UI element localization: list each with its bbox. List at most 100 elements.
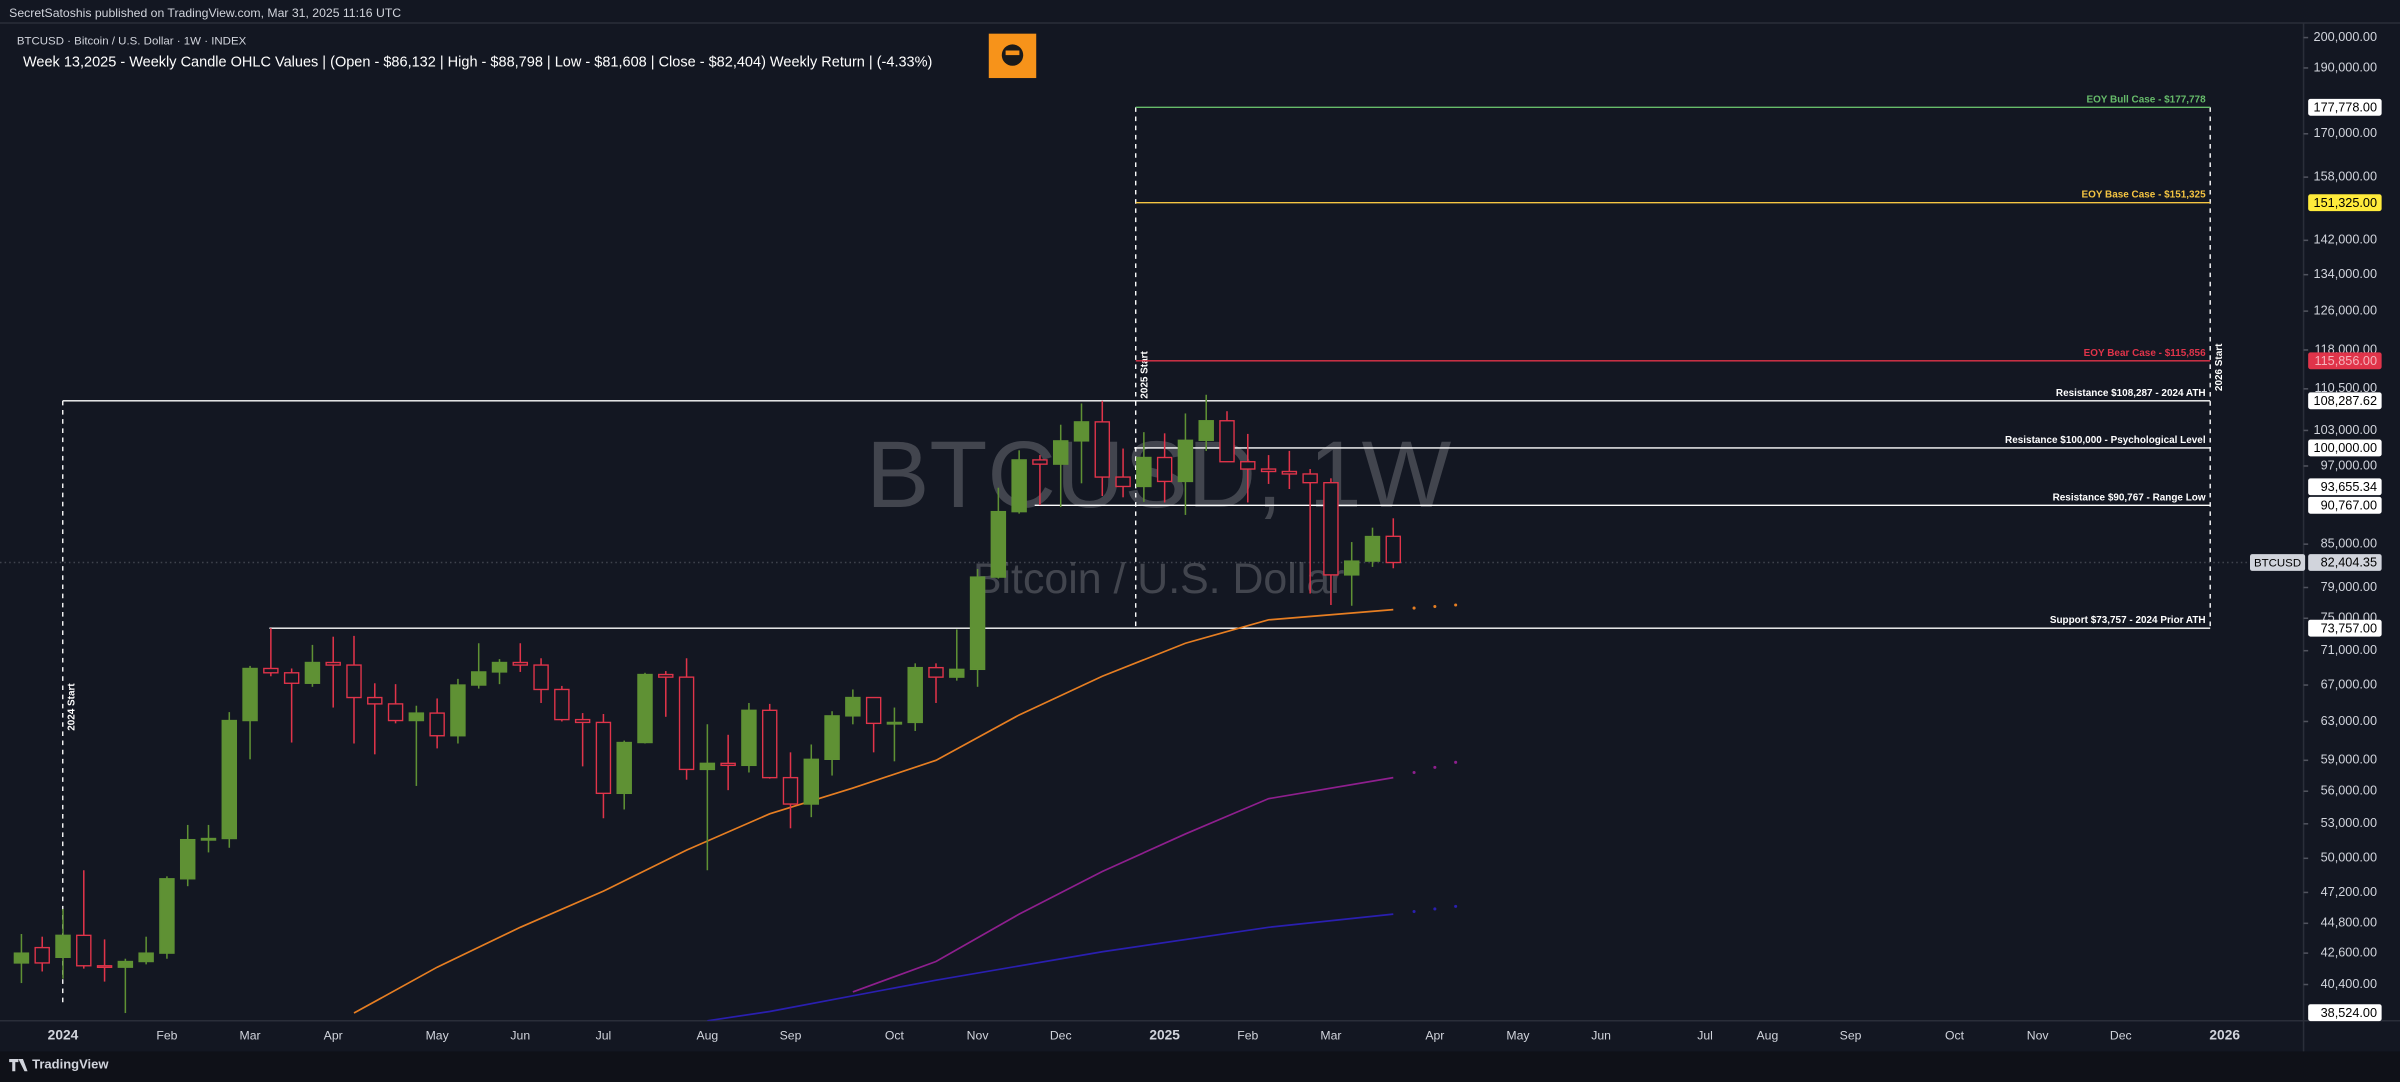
x-tick-label: Apr — [324, 1028, 343, 1042]
watermark-subtitle: Bitcoin / U.S. Dollar — [973, 555, 1344, 603]
candle-body — [1323, 481, 1339, 576]
level-label: Resistance $90,767 - Range Low — [2053, 492, 2206, 503]
y-tick-label: 44,800.00 — [2321, 916, 2377, 930]
candle-body — [1136, 456, 1152, 488]
candle-body — [1281, 470, 1298, 475]
candle-body — [1302, 473, 1318, 484]
ma-projection-dot — [1433, 765, 1437, 769]
y-tick-label: 200,000.00 — [2314, 30, 2378, 44]
x-tick-label: Aug — [1757, 1028, 1779, 1042]
candle-body — [1219, 420, 1235, 463]
marker-label: 2026 Start — [2214, 343, 2225, 391]
level-tag-label: 177,778.00 — [2314, 100, 2378, 114]
candle-body — [159, 878, 175, 954]
candle-body — [221, 719, 238, 840]
candle-body — [658, 673, 674, 678]
candle-body — [1094, 421, 1111, 478]
candle-body — [949, 668, 965, 678]
candle-body — [1073, 421, 1090, 442]
candle-body — [907, 666, 923, 724]
x-tick-label: Apr — [1425, 1028, 1444, 1042]
level-tag — [2308, 496, 2382, 514]
y-tick-label: 110,500.00 — [2314, 381, 2377, 395]
x-tick-label: Feb — [156, 1028, 177, 1042]
last-price-tag — [2308, 554, 2382, 571]
candle-body — [1177, 439, 1194, 483]
brand-name: TradingView — [32, 1057, 109, 1072]
last-price-label: 82,404.35 — [2321, 556, 2377, 570]
candle-body — [408, 712, 425, 722]
marker-label: 2025 Start — [1140, 351, 1151, 399]
y-tick-label: 85,000.00 — [2321, 537, 2377, 551]
candle-body — [304, 661, 321, 684]
candle-body — [325, 661, 341, 666]
candle-body — [637, 673, 653, 744]
candle-body — [616, 741, 632, 795]
x-tick-label: Feb — [1237, 1028, 1258, 1042]
candle-body — [720, 762, 736, 767]
level-tag — [2308, 352, 2382, 370]
x-tick-label: 2024 — [48, 1028, 79, 1043]
y-tick-label: 126,000.00 — [2314, 303, 2378, 317]
level-label: Resistance $108,287 - 2024 ATH — [2056, 388, 2206, 399]
x-tick-label: Oct — [1945, 1028, 1965, 1042]
level-tag-label: 73,757.00 — [2321, 621, 2377, 635]
candle-body — [429, 712, 445, 737]
candle-body — [1260, 468, 1277, 473]
candle-body — [1343, 560, 1360, 576]
level-tag — [2308, 194, 2382, 212]
y-tick-label: 53,000.00 — [2321, 816, 2377, 830]
level-label: EOY Bull Case - $177,778 — [2086, 94, 2206, 105]
ma-projection-dot — [1454, 904, 1458, 908]
y-tick-label: 56,000.00 — [2321, 784, 2377, 798]
x-tick-label: Jul — [596, 1028, 612, 1042]
candle-body — [242, 667, 258, 722]
author-icon — [988, 33, 1037, 79]
y-tick-label: 63,000.00 — [2321, 714, 2377, 728]
candle-body — [554, 688, 570, 721]
candle-body — [387, 703, 404, 722]
candle-body — [886, 721, 903, 725]
x-tick-label: Sep — [1840, 1028, 1862, 1042]
candle-body — [179, 838, 196, 880]
x-tick-label: Mar — [1320, 1028, 1341, 1042]
candle-body — [96, 965, 113, 968]
level-tag-label: 100,000.00 — [2314, 441, 2378, 455]
y-tick-label: 50,000.00 — [2321, 851, 2377, 865]
ma-projection-dot — [1454, 760, 1458, 764]
x-tick-label: 2026 — [2209, 1028, 2240, 1043]
candle-body — [678, 676, 695, 771]
x-tick-label: Jul — [1697, 1028, 1713, 1042]
x-tick-label: May — [1506, 1028, 1530, 1042]
candle-body — [533, 664, 549, 691]
candle-body — [1011, 459, 1027, 513]
candle-body — [367, 696, 383, 705]
candle-body — [741, 709, 757, 767]
x-tick-label: Mar — [240, 1028, 261, 1042]
moving-average — [852, 776, 1394, 993]
last-price-name-tag — [2250, 554, 2306, 571]
candle-body — [76, 934, 92, 967]
level-tag-label: 115,856.00 — [2314, 354, 2377, 368]
ma-projection-dot — [1412, 770, 1416, 775]
price-tag — [2308, 1004, 2382, 1022]
candle-body — [865, 696, 882, 725]
x-tick-label: Nov — [967, 1028, 990, 1042]
y-tick-label: 67,000.00 — [2321, 677, 2377, 691]
publisher: SecretSatoshis published on TradingView.… — [9, 6, 401, 20]
level-label: Support $73,757 - 2024 Prior ATH — [2050, 615, 2206, 626]
y-tick-label: 190,000.00 — [2314, 60, 2378, 74]
x-tick-label: Aug — [696, 1028, 718, 1042]
y-tick-label: 142,000.00 — [2314, 233, 2378, 247]
candle-body — [512, 661, 529, 666]
last-price-name: BTCUSD — [2254, 557, 2301, 569]
y-tick-label: 134,000.00 — [2314, 267, 2378, 281]
candle-body — [1364, 535, 1381, 562]
y-tick-label: 79,000.00 — [2321, 580, 2377, 594]
candle-body — [200, 837, 217, 841]
candle-body — [346, 664, 362, 699]
chart-title: Week 13,2025 - Weekly Candle OHLC Values… — [23, 55, 932, 71]
